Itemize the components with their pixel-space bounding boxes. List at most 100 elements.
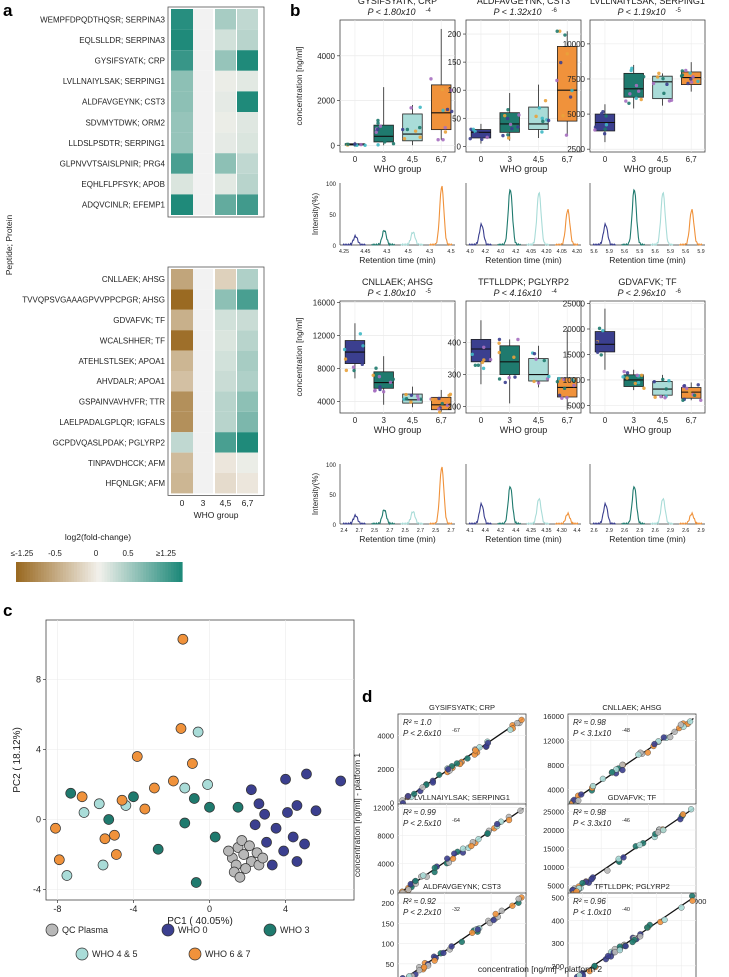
boxplot-lower-1-box (499, 345, 520, 375)
boxplot-upper-2-point (686, 81, 690, 86)
chrom-upper-2-x-axis-label: Retention time (min) (609, 255, 686, 265)
boxplot-lower-2-point (663, 396, 667, 400)
chrom-upper-0-xtick-label: 4.5 (405, 249, 412, 255)
chrom-lower-0-xtick-label: 2.5 (402, 528, 409, 534)
heatmap-cell (237, 9, 258, 30)
scatter-4-point (469, 929, 476, 936)
boxplot-upper-1-x-axis-label: WHO group (500, 164, 548, 174)
chrom-upper-2-xtick-label: 5.6 (682, 249, 689, 255)
chrom-lower-2-trace (679, 511, 703, 525)
pca-point-who3 (179, 817, 191, 829)
scatter-0-point (507, 726, 514, 733)
legend-swatch (159, 562, 164, 582)
scatter-1-point (687, 718, 694, 725)
chrom-lower-2-xtick-label: 2.6 (652, 528, 659, 534)
legend-swatch (126, 562, 131, 582)
boxplot-lower-1-point (507, 376, 511, 380)
boxplot-lower-2-point (696, 383, 700, 387)
boxplot-upper-1-point (555, 78, 559, 83)
scatter-3-ytick-label: 20000 (543, 826, 564, 835)
chrom-upper-1-xtick-label: 4.0 (497, 249, 504, 255)
boxplot-lower-0-xtick-label: 0 (353, 416, 358, 425)
heatmap-cell (193, 330, 213, 351)
boxplot-lower-0-xtick-label: 3 (381, 416, 386, 425)
heatmap-cell (193, 91, 213, 112)
scatter-0-point (476, 744, 483, 751)
legend-swatch (32, 562, 36, 582)
boxplot-lower-0-box (373, 371, 394, 389)
boxplot-upper-1-point (506, 136, 511, 140)
heatmap-block-frame-upper (167, 6, 265, 218)
heatmap-cell (171, 112, 193, 133)
scatter-5-point (586, 968, 593, 975)
boxplot-upper-1-xtick-label: 6,7 (562, 155, 574, 164)
scatter-5-ytick-label: 200 (551, 962, 564, 971)
scatter-0-pvalue-exponent: -67 (452, 728, 460, 734)
heatmap-cell (237, 132, 258, 154)
boxplot-lower-1-ytick-label: 200 (448, 403, 462, 412)
boxplot-lower-2-point (682, 383, 687, 388)
heatmap-cell (237, 91, 258, 112)
scatter-4-point (490, 916, 497, 924)
boxplot-lower-1-point (547, 374, 551, 379)
chrom-lower-0-x-axis-label: Retention time (min) (359, 534, 436, 544)
heatmap-cell (171, 269, 193, 290)
legend-swatch (170, 562, 175, 582)
heatmap-cell (171, 330, 193, 351)
boxplot-lower-1-point (473, 363, 478, 367)
boxplot-upper-0-ytick-label: 4000 (317, 52, 335, 61)
boxplot-upper-1-point (471, 127, 476, 131)
heatmap-cell (171, 411, 193, 433)
boxplot-lower-1-point (513, 375, 517, 379)
heatmap-cell (171, 452, 193, 473)
chrom-upper-1-xtick-label: 4.2 (482, 249, 489, 255)
boxplot-lower-0-xtick-label: 4,5 (407, 416, 419, 425)
boxplot-lower-0-ytick-label: 12000 (313, 332, 336, 341)
boxplot-upper-0-xtick-label: 4,5 (407, 155, 419, 164)
heatmap-row-label: AHVDALR; APOA1 (97, 377, 166, 386)
scatter-2-point (431, 864, 438, 871)
boxplot-lower-0-point (374, 366, 378, 370)
scatter-0-point (429, 779, 437, 786)
legend-swatch (154, 562, 158, 582)
pca-point-who0 (291, 800, 303, 811)
chrom-upper-0-trace (400, 231, 424, 247)
heatmap-cell (193, 473, 213, 494)
pca-legend-label: WHO 4 & 5 (92, 949, 138, 959)
correlation-panels: 0200040006000020004000GYSIFSYATK; CRPR² … (352, 703, 706, 977)
boxplot-lower-2-point (692, 393, 697, 398)
pca-point-who0 (270, 822, 282, 834)
legend-swatch (49, 562, 53, 582)
legend-swatch (118, 562, 122, 582)
scatter-2-point (475, 836, 482, 843)
scatter-4-point (448, 943, 455, 950)
heatmap-cell (193, 391, 213, 412)
chrom-lower-1-xtick-label: 4.4 (512, 528, 519, 534)
legend-swatch (140, 562, 144, 582)
pca-point-who0 (282, 807, 293, 818)
boxplot-lower-1-point (562, 386, 567, 391)
boxplot-lower-0-point (352, 368, 356, 373)
heatmap-cell (171, 153, 193, 174)
boxplot-upper-2-point (662, 91, 666, 96)
boxplot-upper-1-point (505, 116, 510, 121)
chrom-lower-0-xtick-label: 2.7 (386, 528, 393, 534)
heatmap-row-label: GYSIFSYATK; CRP (95, 57, 165, 66)
scatter-3-point (604, 867, 611, 874)
heatmap-row-label: GDVAFVK; TF (113, 316, 165, 325)
boxplot-lower-0-point (409, 393, 414, 397)
scatter-2-pvalue: P < 2.5x10 (403, 819, 442, 828)
chrom-lower-0-xtick-label: 2.4 (340, 528, 347, 534)
scatter-0-ytick-label: 4000 (377, 732, 394, 741)
legend-swatch (16, 562, 20, 582)
scatter-2-point (420, 872, 427, 879)
heatmap-cell (193, 50, 213, 71)
boxplot-upper-2-point (680, 73, 685, 77)
heatmap-cell (171, 473, 193, 494)
chrom-upper-0-trace (342, 233, 366, 247)
boxplot-lower-1-point (570, 378, 575, 382)
boxplot-upper-0-point (376, 121, 380, 125)
scatter-2-ytick-label: 8000 (377, 832, 394, 841)
boxplot-lower-1-point (497, 350, 501, 355)
heatmap-cell (171, 432, 193, 453)
